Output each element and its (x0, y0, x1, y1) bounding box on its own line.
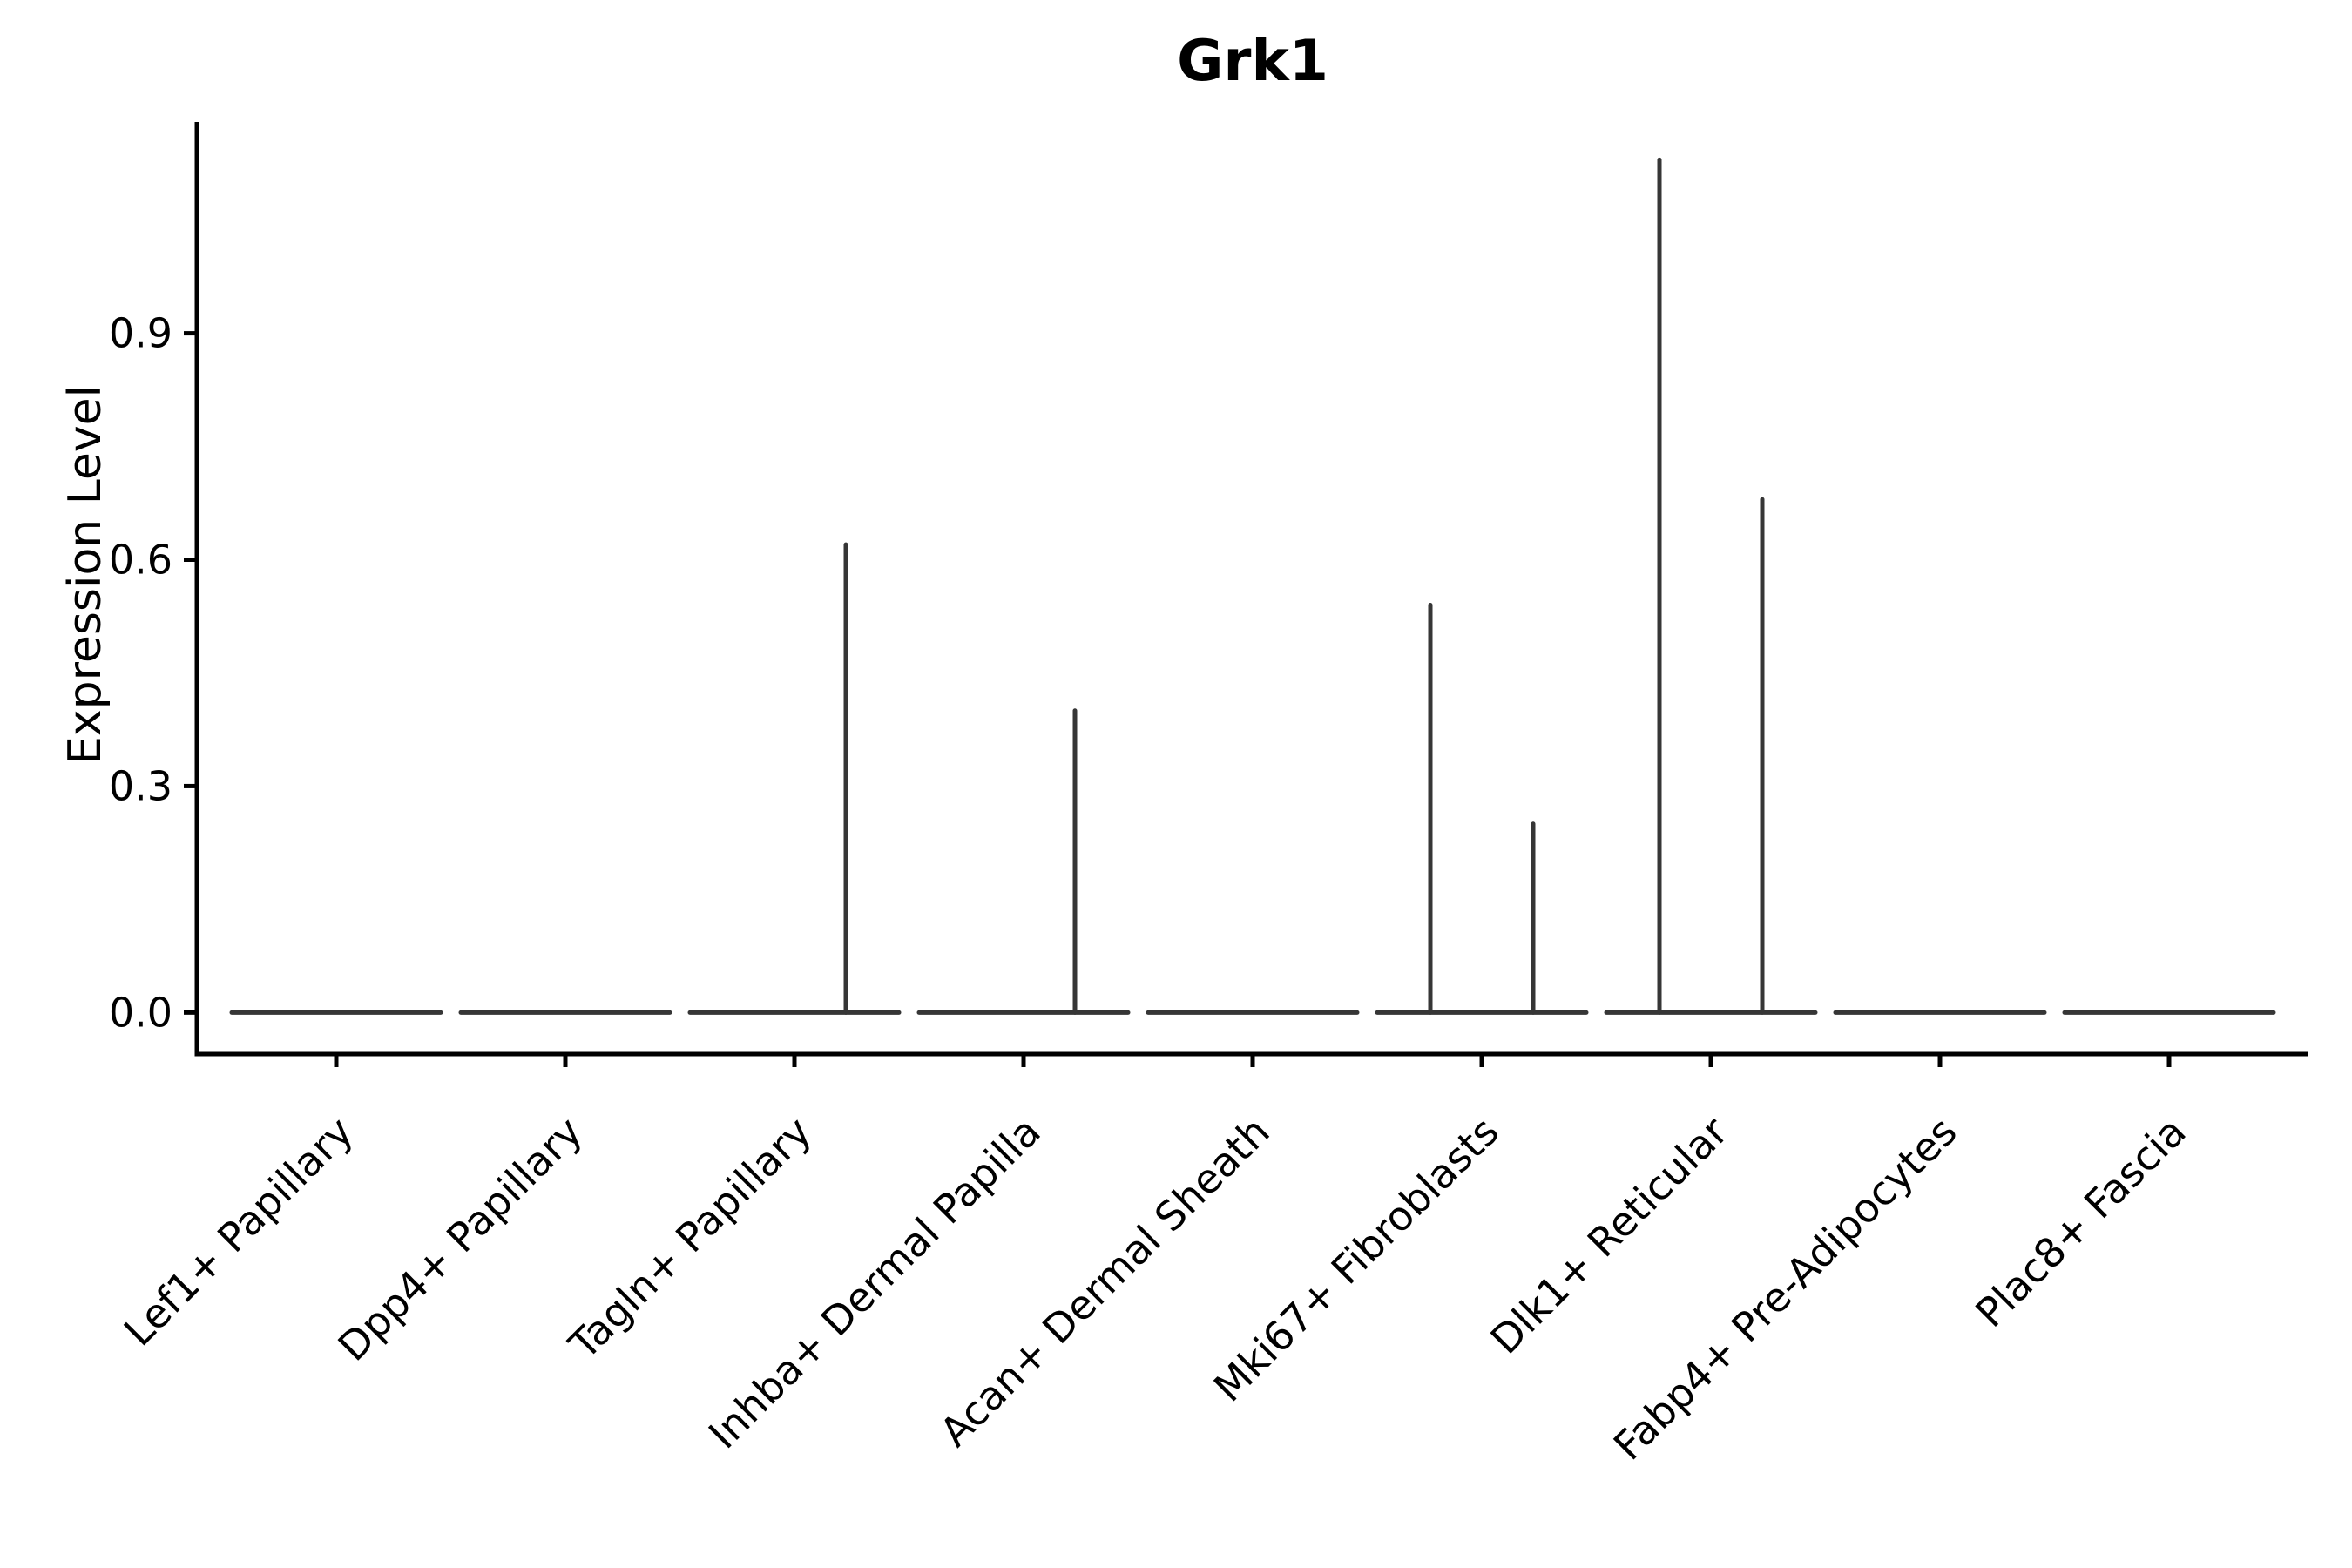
axes-spines (194, 122, 2308, 1057)
x-tick-label: Dlk1+ Reticular (1482, 1108, 1737, 1363)
y-tick-label: 0.6 (109, 537, 172, 584)
axes-layer (184, 122, 2308, 1067)
x-tick-label: Tagln+ Papillary (559, 1108, 821, 1369)
y-tick-label: 0.0 (109, 989, 172, 1036)
x-tick-label: Lef1+ Papillary (115, 1108, 362, 1355)
x-tick-label: Dpp4+ Papillary (329, 1108, 591, 1370)
y-tick-label: 0.3 (109, 762, 172, 809)
x-tick-label: Plac8+ Fascia (1966, 1108, 2194, 1336)
y-tick-label: 0.9 (109, 310, 172, 357)
violins-layer (229, 157, 2276, 1015)
chart-title: Grk1 (1177, 29, 1328, 94)
